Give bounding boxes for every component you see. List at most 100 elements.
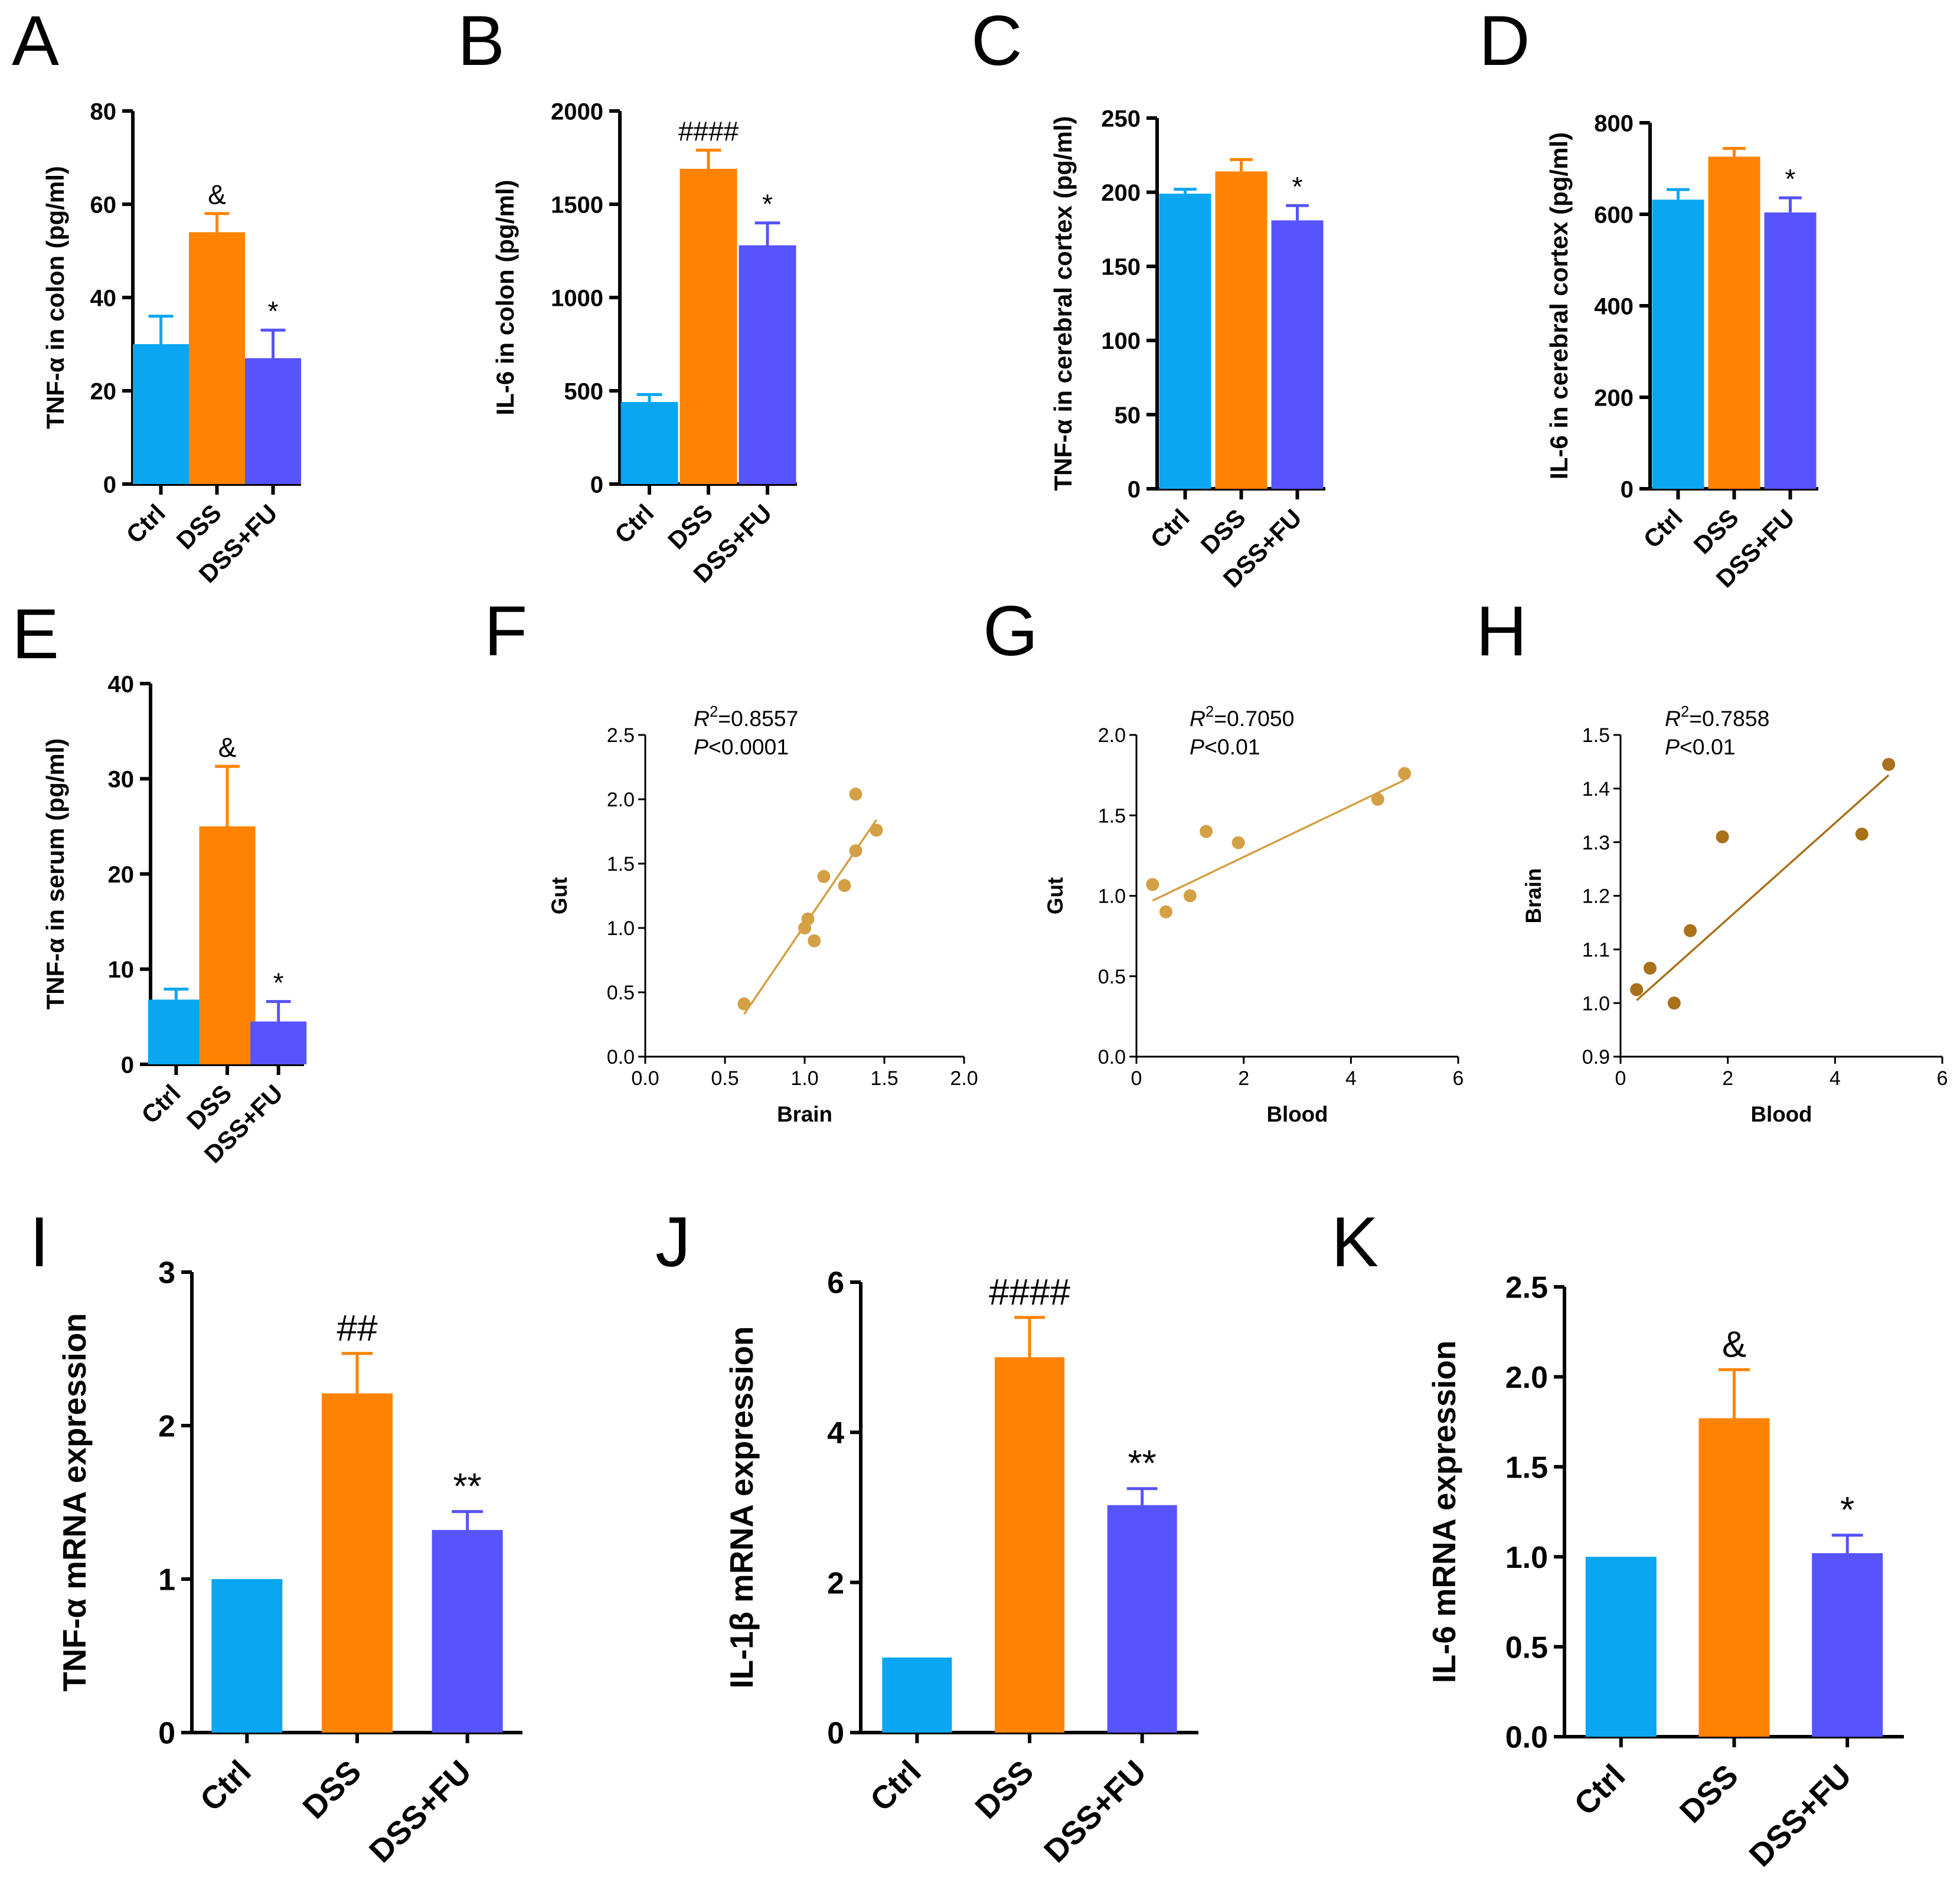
category-label: DSS xyxy=(1672,1757,1745,1830)
data-point xyxy=(1231,836,1245,849)
category-label: Ctrl xyxy=(193,1753,258,1818)
bar-DSS xyxy=(199,826,256,1064)
x-tick-label: 2 xyxy=(1238,1067,1249,1090)
bar-DSS+FU xyxy=(245,358,301,484)
data-point xyxy=(737,997,751,1011)
bar-DSS xyxy=(1708,156,1760,489)
y-tick-label: 20 xyxy=(90,378,117,404)
y-tick-label: 0 xyxy=(1621,476,1634,502)
bar-DSS xyxy=(1215,171,1268,489)
y-tick-label: 50 xyxy=(1115,403,1141,429)
y-tick-label: 0.0 xyxy=(607,1046,635,1068)
panel-label-G: G xyxy=(983,591,1038,671)
panel-label-F: F xyxy=(484,591,527,671)
significance-annotation: ** xyxy=(453,1466,482,1507)
y-tick-label: 1.0 xyxy=(1098,885,1126,908)
y-tick-label: 20 xyxy=(108,862,135,888)
y-tick-label: 1.0 xyxy=(1582,992,1610,1015)
y-tick-label: 800 xyxy=(1594,110,1634,136)
x-tick-label: 1.5 xyxy=(870,1067,898,1090)
y-tick-label: 80 xyxy=(90,99,117,125)
y-tick-label: 2 xyxy=(827,1566,844,1600)
significance-annotation: * xyxy=(1292,171,1303,202)
y-axis-title: TNF-α mRNA expression xyxy=(57,1313,93,1691)
x-axis-title: Blood xyxy=(1750,1102,1812,1126)
y-tick-label: 0.0 xyxy=(1098,1046,1126,1068)
y-tick-label: 2000 xyxy=(551,99,603,125)
bar-DSS xyxy=(1698,1418,1770,1737)
bar-DSS xyxy=(995,1357,1064,1733)
category-label: Ctrl xyxy=(1638,504,1687,553)
bar-DSS xyxy=(680,168,737,485)
panel-label-I: I xyxy=(30,1202,49,1282)
y-tick-label: 4 xyxy=(827,1416,844,1450)
panel-F: F 0.0 0.5 1.0 1.5 2.0 2.5 0.0 0.5 1.0 1.5 2.0 Brain G… xyxy=(484,591,978,1126)
category-label: Ctrl xyxy=(863,1753,928,1818)
data-point xyxy=(1716,830,1729,844)
data-point xyxy=(1855,828,1868,841)
panel-J: J 0 2 4 6 IL-1β mRNA expression Ctrl DSS #### DSS… xyxy=(655,1202,1198,1870)
x-tick-label: 4 xyxy=(1830,1067,1841,1090)
y-axis-title: IL-6 in cerebral cortex (pg/ml) xyxy=(1545,132,1573,479)
data-point xyxy=(1882,757,1896,771)
y-axis-title: Gut xyxy=(547,877,571,914)
y-tick-label: 100 xyxy=(1101,328,1141,354)
data-point xyxy=(1371,793,1384,806)
y-tick-label: 0.5 xyxy=(1098,966,1126,988)
y-tick-label: 2.5 xyxy=(1505,1271,1548,1305)
y-tick-label: 0.5 xyxy=(1505,1630,1548,1665)
panel-I: I 0 1 2 3 TNF-α mRNA expression Ctrl DSS ## DSS+F… xyxy=(30,1202,522,1870)
x-axis-title: Blood xyxy=(1266,1102,1328,1126)
bar-Ctrl xyxy=(882,1657,952,1733)
y-tick-label: 2 xyxy=(158,1410,175,1444)
panel-label-J: J xyxy=(655,1202,691,1282)
r-squared-label: R2=0.7858 xyxy=(1665,704,1769,731)
bar-DSS+FU xyxy=(1812,1553,1883,1737)
significance-annotation: & xyxy=(208,179,226,210)
y-axis-title: IL-6 in colon (pg/ml) xyxy=(491,180,519,416)
significance-annotation: * xyxy=(273,967,284,998)
x-tick-label: 2.0 xyxy=(950,1067,978,1090)
regression-line xyxy=(1636,774,1890,1001)
panel-D: D 0 200 400 600 800 IL-6 in cerebral cortex (p… xyxy=(1479,1,1818,593)
significance-annotation: * xyxy=(762,189,773,220)
y-tick-label: 0.9 xyxy=(1582,1046,1610,1068)
x-axis-title: Brain xyxy=(777,1102,832,1126)
bar-Ctrl xyxy=(148,999,204,1064)
y-tick-label: 1.0 xyxy=(1505,1541,1548,1575)
y-tick-label: 1500 xyxy=(551,192,603,218)
data-point xyxy=(1200,825,1213,838)
y-axis-title: TNF-α in serum (pg/ml) xyxy=(41,738,69,1010)
y-tick-label: 600 xyxy=(1594,202,1634,228)
y-tick-label: 1.5 xyxy=(607,853,635,875)
y-tick-label: 1000 xyxy=(551,285,603,311)
y-tick-label: 0 xyxy=(121,1052,134,1078)
category-label: Ctrl xyxy=(1567,1757,1632,1822)
r-squared-label: R2=0.7050 xyxy=(1190,704,1294,731)
category-label: Ctrl xyxy=(1145,504,1194,553)
y-tick-label: 0 xyxy=(158,1717,175,1751)
y-tick-label: 0 xyxy=(590,472,603,498)
data-point xyxy=(1630,983,1644,996)
data-point xyxy=(1667,996,1681,1010)
y-tick-label: 40 xyxy=(108,671,135,697)
bar-Ctrl xyxy=(1652,200,1704,489)
y-tick-label: 3 xyxy=(158,1256,175,1290)
bar-Ctrl xyxy=(1159,194,1211,489)
y-tick-label: 40 xyxy=(90,285,117,311)
category-label: DSS xyxy=(296,1753,368,1826)
significance-annotation: * xyxy=(1840,1490,1854,1531)
data-point xyxy=(1146,878,1159,891)
panel-label-D: D xyxy=(1479,1,1530,80)
y-tick-label: 60 xyxy=(90,192,117,218)
significance-annotation: ** xyxy=(1128,1443,1157,1484)
y-tick-label: 0 xyxy=(103,472,116,498)
y-axis-title: TNF-α in cerebral cortex (pg/ml) xyxy=(1049,116,1077,491)
y-tick-label: 1.5 xyxy=(1098,805,1126,827)
p-value-label: P<0.0001 xyxy=(694,734,789,759)
bar-Ctrl xyxy=(133,344,189,484)
p-value-label: P<0.01 xyxy=(1190,734,1260,759)
panel-label-E: E xyxy=(12,594,59,674)
